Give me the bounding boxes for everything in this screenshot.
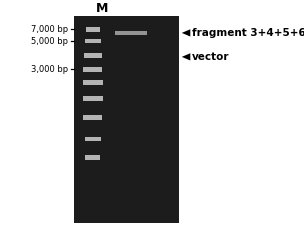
Bar xyxy=(84,53,102,58)
Bar xyxy=(115,31,147,35)
Bar xyxy=(74,16,179,223)
Text: vector: vector xyxy=(192,52,230,62)
Polygon shape xyxy=(182,29,190,36)
Bar xyxy=(83,67,102,72)
Text: fragment 3+4+5+6: fragment 3+4+5+6 xyxy=(192,28,304,38)
Bar xyxy=(85,39,101,43)
Bar xyxy=(85,27,100,32)
Text: 7,000 bp: 7,000 bp xyxy=(31,25,68,34)
Bar xyxy=(83,115,102,120)
Bar xyxy=(83,96,103,101)
Polygon shape xyxy=(182,53,190,60)
Text: 5,000 bp: 5,000 bp xyxy=(31,37,68,46)
Bar xyxy=(85,155,100,160)
Text: M: M xyxy=(96,2,108,15)
Text: 3,000 bp: 3,000 bp xyxy=(31,65,68,74)
Bar xyxy=(83,80,102,85)
Bar xyxy=(85,137,101,141)
